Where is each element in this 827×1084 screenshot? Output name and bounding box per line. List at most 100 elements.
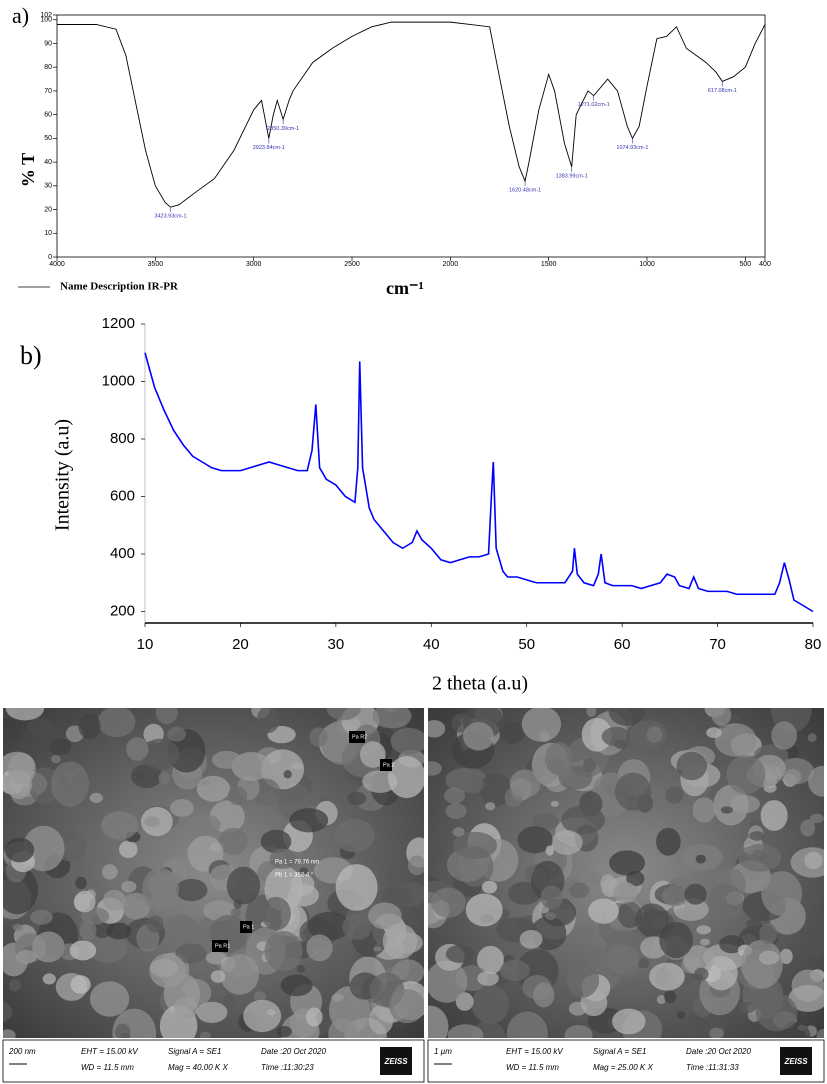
particle: [162, 915, 199, 946]
particle: [612, 1008, 646, 1035]
particle: [676, 1011, 686, 1019]
particle: [477, 971, 499, 986]
sem-annotation: Pa R2: [352, 734, 367, 740]
y-tick-label: 100: [40, 17, 52, 24]
particle: [89, 981, 130, 1017]
particle: [720, 806, 733, 814]
particle: [662, 885, 689, 907]
particle: [696, 925, 711, 935]
y-tick-label: 40: [44, 159, 52, 166]
particle: [521, 708, 562, 742]
particle: [260, 829, 292, 854]
y-tick-label: 50: [44, 135, 52, 142]
particle: [746, 918, 762, 930]
y-tick-label: 80: [44, 64, 52, 71]
particle: [372, 708, 412, 729]
date-text: Date :20 Oct 2020: [261, 1047, 326, 1056]
particle: [227, 786, 248, 806]
x-tick-label: 2500: [344, 261, 360, 268]
particle: [48, 737, 72, 756]
particle: [319, 796, 328, 802]
eht-text: EHT = 15.00 kV: [506, 1047, 563, 1056]
particle: [581, 717, 612, 752]
particle: [613, 881, 638, 904]
particle: [634, 903, 670, 937]
particle: [9, 729, 22, 741]
particle: [140, 738, 180, 771]
particle: [481, 880, 498, 894]
sem-annotation: Pa 1: [243, 924, 254, 930]
x-tick-label: 30: [328, 636, 345, 653]
particle: [578, 925, 594, 940]
particle: [321, 1019, 332, 1027]
x-tick-label: 50: [518, 636, 535, 653]
particle: [428, 960, 468, 1003]
particle: [118, 840, 138, 859]
particle: [220, 954, 260, 995]
particle: [586, 708, 597, 717]
particle: [223, 993, 236, 1008]
particle: [131, 764, 162, 789]
particle: [809, 813, 824, 824]
mag-text: Mag = 25.00 K X: [593, 1063, 653, 1072]
sem-info-bar: 1 µm EHT = 15.00 kV WD = 11.5 mm Signal A =…: [427, 1039, 825, 1083]
signal-text: Signal A = SE1: [168, 1047, 221, 1056]
particle: [807, 733, 817, 743]
data-line: [144, 352, 814, 613]
particle: [307, 911, 351, 941]
particle: [676, 751, 707, 781]
sem-image: [3, 708, 424, 1038]
particle: [121, 892, 151, 920]
particle: [78, 713, 101, 739]
particle: [373, 946, 382, 952]
particle: [551, 830, 583, 855]
x-tick-label: 40: [423, 636, 440, 653]
particle: [69, 940, 97, 961]
particle: [30, 909, 53, 925]
particle: [615, 772, 652, 811]
mag-text: Mag = 40.00 K X: [168, 1063, 228, 1072]
particle: [368, 1005, 394, 1035]
particle: [289, 808, 329, 833]
particle: [471, 985, 510, 1024]
particle: [8, 979, 21, 992]
particle: [637, 958, 650, 969]
y-tick-label: 1000: [102, 372, 135, 389]
sem-annotation: Pa 2: [383, 762, 394, 768]
particle: [600, 874, 616, 892]
particle: [126, 737, 149, 761]
particle: [173, 997, 199, 1020]
particle: [692, 797, 716, 823]
particle: [694, 967, 709, 981]
particle: [5, 708, 45, 721]
y-tick-label: 0: [48, 254, 52, 261]
peak-label: 2923.84cm-1: [253, 145, 285, 151]
particle: [738, 1002, 757, 1014]
particle: [196, 775, 231, 802]
particle: [149, 953, 186, 988]
particle: [32, 931, 65, 963]
particle: [804, 851, 823, 870]
particle: [306, 934, 333, 962]
particle: [12, 923, 23, 931]
brand-box: [780, 1047, 812, 1075]
label-box: [380, 759, 392, 771]
x-axis-label: 2 theta (a.u): [432, 673, 528, 695]
particle: [169, 799, 194, 817]
x-tick-label: 4000: [49, 261, 65, 268]
sem-annotation: Pa 1 = 79.76 nm: [275, 860, 319, 866]
info-bar-bg: [427, 1039, 825, 1083]
particle: [382, 885, 414, 908]
particle: [283, 770, 292, 779]
particle: [256, 708, 280, 734]
particle: [102, 889, 127, 911]
particle: [97, 708, 136, 738]
particle: [269, 848, 296, 870]
y-tick-label: 102: [40, 12, 52, 19]
particle: [509, 769, 541, 799]
particle: [430, 887, 466, 918]
particle: [452, 827, 465, 837]
particle: [392, 959, 424, 986]
x-tick-label: 60: [614, 636, 631, 653]
